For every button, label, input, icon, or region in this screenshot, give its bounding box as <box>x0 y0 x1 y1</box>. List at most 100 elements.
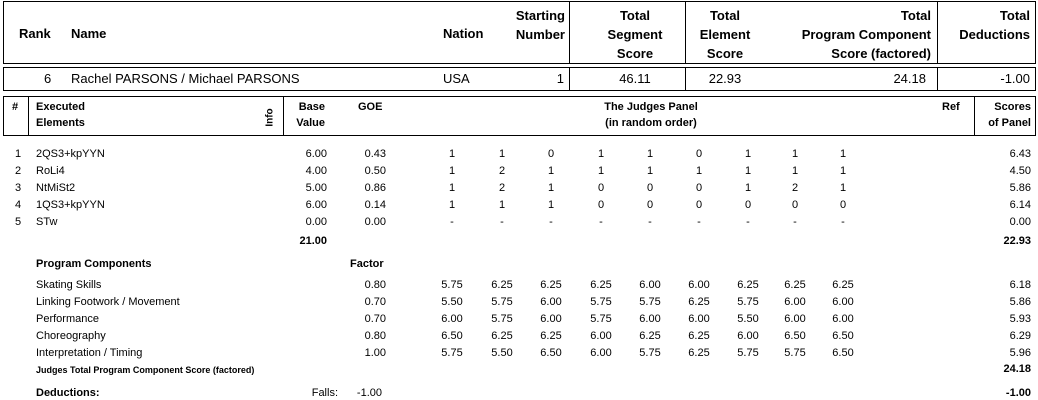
judge-mark: 6.00 <box>540 313 562 325</box>
judge-goe: 1 <box>547 199 555 211</box>
falls-label: Falls: <box>311 387 338 399</box>
judge-goe: - <box>697 216 701 228</box>
skater-nation: USA <box>443 71 470 86</box>
elements-total-base: 21.00 <box>299 235 327 247</box>
judge-mark: 5.75 <box>441 279 463 291</box>
judge-goe: 1 <box>448 182 456 194</box>
judge-goe: - <box>793 216 797 228</box>
judge-goe: 0 <box>791 199 799 211</box>
skater-deductions: -1.00 <box>1000 71 1030 86</box>
col-nation-header: Nation <box>443 26 484 41</box>
divider <box>569 1 570 64</box>
col-pcs-header: Total Program Component Score (factored) <box>801 8 931 61</box>
judge-mark: 6.25 <box>491 279 513 291</box>
component-score: 6.18 <box>1009 279 1031 291</box>
col-segment-score-header: Total Segment Score <box>607 8 663 61</box>
judge-mark: 5.75 <box>491 313 513 325</box>
divider <box>28 96 29 136</box>
judge-mark: 5.75 <box>491 296 513 308</box>
element-num: 1 <box>15 148 22 160</box>
skater-element-score: 22.93 <box>708 71 742 86</box>
component-score: 5.93 <box>1009 313 1031 325</box>
judge-mark: 6.00 <box>832 296 854 308</box>
judge-goe: 1 <box>744 148 752 160</box>
element-base-value: 6.00 <box>305 148 327 160</box>
judge-goe: - <box>648 216 652 228</box>
col-base-value-header: Base Value <box>296 101 325 129</box>
judge-mark: 6.25 <box>491 330 513 342</box>
col-judges-panel-header: The Judges Panel (in random order) <box>604 101 698 129</box>
component-score: 5.86 <box>1009 296 1031 308</box>
element-num: 4 <box>15 199 22 211</box>
judge-goe: 1 <box>839 148 847 160</box>
col-scores-of-panel-header: Scores of Panel <box>988 101 1031 129</box>
judge-goe: 0 <box>695 199 703 211</box>
component-name: Linking Footwork / Movement <box>36 296 180 308</box>
judge-mark: 6.00 <box>737 330 759 342</box>
col-executed-elements-header: Executed Elements <box>36 101 85 129</box>
col-starting-number-header: Starting Number <box>515 8 565 42</box>
judge-goe: 1 <box>839 182 847 194</box>
judge-goe: 1 <box>646 148 654 160</box>
element-goe: 0.00 <box>364 216 386 228</box>
judge-mark: 6.00 <box>784 296 806 308</box>
element-score: 4.50 <box>1009 165 1031 177</box>
judge-goe: 1 <box>791 165 799 177</box>
factor-header: Factor <box>350 258 384 270</box>
element-score: 0.00 <box>1009 216 1031 228</box>
judge-mark: 6.00 <box>688 313 710 325</box>
summary-header-box <box>3 1 1036 64</box>
judge-mark: 6.25 <box>540 279 562 291</box>
element-num: 5 <box>15 216 22 228</box>
divider <box>937 1 938 64</box>
judge-goe: 0 <box>839 199 847 211</box>
col-info-header: Info <box>264 108 276 127</box>
elements-total-score: 22.93 <box>1003 235 1031 247</box>
deductions-total: -1.00 <box>1005 387 1031 399</box>
judge-goe: 0 <box>547 148 555 160</box>
judge-mark: 6.00 <box>590 347 612 359</box>
judge-mark: 6.25 <box>784 279 806 291</box>
judge-goe: 1 <box>498 148 506 160</box>
judge-mark: 6.25 <box>737 279 759 291</box>
judge-mark: 6.50 <box>441 330 463 342</box>
element-name: STw <box>36 216 58 228</box>
judge-mark: 6.00 <box>639 313 661 325</box>
elements-header-box <box>3 96 1036 136</box>
judge-goe: 1 <box>791 148 799 160</box>
element-name: RoLi4 <box>36 165 65 177</box>
component-factor: 0.70 <box>364 313 386 325</box>
element-base-value: 6.00 <box>305 199 327 211</box>
judge-mark: 6.25 <box>832 279 854 291</box>
judge-goe: 0 <box>597 199 605 211</box>
judge-goe: 1 <box>646 165 654 177</box>
element-base-value: 4.00 <box>305 165 327 177</box>
element-base-value: 0.00 <box>305 216 327 228</box>
judge-goe: 1 <box>597 148 605 160</box>
judge-goe: 1 <box>547 182 555 194</box>
component-factor: 1.00 <box>364 347 386 359</box>
judge-goe: - <box>599 216 603 228</box>
component-name: Choreography <box>36 330 106 342</box>
judge-mark: 6.00 <box>784 313 806 325</box>
judge-mark: 6.25 <box>688 296 710 308</box>
divider <box>937 67 938 91</box>
element-score: 5.86 <box>1009 182 1031 194</box>
judge-goe: 0 <box>695 148 703 160</box>
program-components-title: Program Components <box>36 258 152 270</box>
judge-goe: 1 <box>448 148 456 160</box>
element-name: 2QS3+kpYYN <box>36 148 105 160</box>
pcs-total-label: Judges Total Program Component Score (fa… <box>36 365 255 375</box>
judge-goe: 2 <box>791 182 799 194</box>
col-goe-header: GOE <box>358 101 383 113</box>
col-deductions-header: Total Deductions <box>959 8 1030 42</box>
judge-mark: 5.50 <box>441 296 463 308</box>
judge-goe: - <box>450 216 454 228</box>
element-goe: 0.43 <box>364 148 386 160</box>
judge-goe: 1 <box>695 165 703 177</box>
judge-goe: 0 <box>744 199 752 211</box>
judge-mark: 6.00 <box>540 296 562 308</box>
judge-goe: 0 <box>646 199 654 211</box>
skater-segment-score: 46.11 <box>619 71 651 86</box>
col-num-header: # <box>12 101 19 113</box>
